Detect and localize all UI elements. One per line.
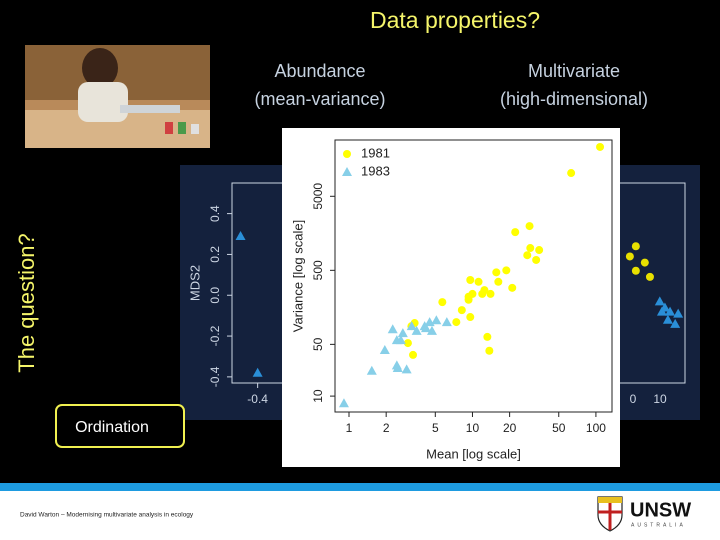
- column-heading: (high-dimensional): [500, 89, 648, 109]
- point: [662, 314, 673, 324]
- point: [466, 313, 475, 322]
- point: [596, 142, 605, 151]
- x-tick-label: 50: [552, 421, 566, 435]
- point: [480, 286, 489, 295]
- point: [411, 325, 422, 335]
- point: [670, 318, 681, 328]
- point: [654, 296, 665, 306]
- legend-marker: [343, 150, 351, 158]
- x-tick-label: 5: [432, 421, 439, 435]
- point: [631, 242, 640, 251]
- point: [511, 228, 520, 237]
- point: [406, 321, 417, 331]
- logo: [597, 496, 623, 532]
- x-tick-label: 2: [383, 421, 390, 435]
- point: [640, 258, 649, 267]
- legend-marker: [342, 167, 352, 176]
- x-tick-label: 1: [346, 421, 353, 435]
- point: [441, 317, 452, 327]
- column-heading: Multivariate: [528, 61, 620, 81]
- point: [379, 344, 390, 354]
- logo-text: UNSW: [630, 499, 691, 521]
- point: [403, 339, 412, 348]
- point: [252, 367, 263, 377]
- point: [494, 277, 503, 286]
- point: [532, 255, 541, 264]
- point: [523, 251, 532, 260]
- side-label: The question?: [14, 233, 39, 372]
- chart-panel: [282, 128, 620, 467]
- point: [431, 315, 442, 325]
- column-heading: (mean-variance): [254, 89, 385, 109]
- point: [665, 306, 676, 316]
- x-tick-label: 20: [503, 421, 517, 435]
- point: [535, 246, 544, 255]
- point: [486, 289, 495, 298]
- x-tick-label: 10: [653, 392, 667, 406]
- logo-subtext: AUSTRALIA: [631, 522, 686, 528]
- photo: [25, 45, 210, 148]
- x-tick-label: -0.4: [247, 392, 268, 406]
- point: [502, 266, 511, 275]
- x-tick-label: 10: [466, 421, 480, 435]
- point: [438, 298, 447, 307]
- x-tick-label: 0: [630, 392, 637, 406]
- point: [420, 323, 431, 333]
- y-tick-label: 5000: [311, 183, 325, 210]
- ordination-box: [55, 404, 185, 448]
- point: [457, 306, 466, 315]
- y-tick-label: 50: [311, 337, 325, 351]
- point: [525, 222, 534, 231]
- point: [483, 332, 492, 341]
- column-heading: Abundance: [274, 61, 365, 81]
- point: [625, 252, 634, 261]
- point: [391, 335, 402, 345]
- point: [338, 398, 349, 408]
- point: [397, 328, 408, 338]
- point: [387, 324, 398, 334]
- charts: -0.4 0 10 -0.4 -0.2 0.0 0.2 0.4 MDS2 1 2 5 10 20 50 100…: [180, 128, 700, 467]
- point: [567, 169, 576, 178]
- point: [426, 325, 437, 335]
- point: [452, 318, 461, 327]
- point: [526, 244, 535, 253]
- y-tick-label: 0.2: [208, 246, 222, 263]
- point: [474, 277, 483, 286]
- point: [656, 306, 667, 316]
- point: [492, 268, 501, 277]
- point: [235, 231, 246, 241]
- footer-text: David Warton – Modernising multivariate …: [20, 512, 194, 519]
- x-tick-label: 100: [586, 421, 606, 435]
- y-tick-label: 0.0: [208, 287, 222, 304]
- point: [466, 276, 475, 285]
- legend-label: 1983: [361, 163, 390, 178]
- point: [401, 364, 412, 374]
- y-tick-label: 10: [311, 389, 325, 403]
- y-axis-label: Variance [log scale]: [290, 220, 305, 333]
- slide-title: Data properties?: [370, 7, 540, 33]
- point: [485, 346, 494, 355]
- footer-stripe: [0, 483, 720, 491]
- point: [631, 266, 640, 275]
- plot-frame: [334, 139, 613, 413]
- y-tick-label: 0.4: [208, 205, 222, 222]
- point: [409, 350, 418, 359]
- y-tick-label: -0.2: [208, 325, 222, 346]
- x-axis-label: Mean [log scale]: [426, 446, 521, 461]
- ordination-label: Ordination: [75, 419, 149, 436]
- point: [508, 283, 517, 292]
- point: [366, 365, 377, 375]
- y-tick-label: 500: [311, 260, 325, 280]
- point: [464, 292, 473, 301]
- y-tick-label: -0.4: [208, 366, 222, 387]
- point: [645, 272, 654, 281]
- point: [392, 362, 403, 372]
- y-axis-label: MDS2: [187, 265, 202, 301]
- legend-label: 1981: [361, 145, 390, 160]
- point: [673, 308, 684, 318]
